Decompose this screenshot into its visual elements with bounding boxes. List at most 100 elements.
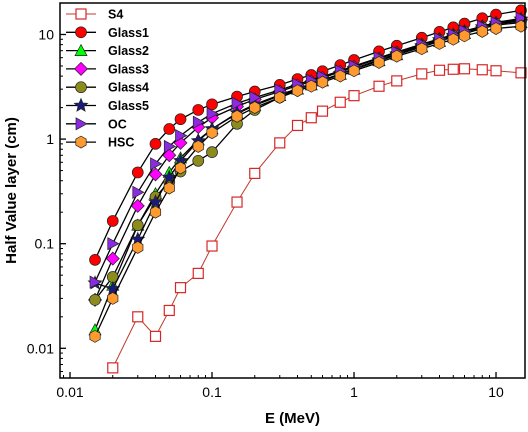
data-point-oc [163,139,177,154]
data-point-hsc [132,241,144,254]
data-point-glass4 [131,219,144,232]
data-point-hsc [174,161,187,175]
series-oc [89,11,528,289]
legend-item-glass4: Glass4 [66,81,149,95]
data-point-glass1 [131,166,144,179]
data-point-oc [206,107,219,121]
data-point-hsc [305,79,317,93]
series-layer [87,4,528,374]
data-point-s4 [291,119,304,132]
legend-marker-hsc [75,135,87,149]
data-point-oc [249,90,262,105]
y-axis: 0.01 0.1 1 10 [27,26,66,372]
series-line-glass1 [94,9,522,261]
x-tick-label: 0.01 [56,384,83,400]
data-point-s4 [231,196,243,208]
data-point-oc [231,96,244,110]
legend-label-glass4: Glass4 [108,81,149,95]
data-point-s4 [274,137,286,149]
data-point-oc [192,115,205,129]
data-point-glass1 [174,113,187,126]
data-point-oc [89,275,102,289]
data-point-s4 [174,282,187,294]
data-point-s4 [416,68,428,80]
data-point-s4 [490,65,502,77]
x-axis: 0.01 0.1 1 10 [56,372,504,400]
data-point-glass1 [192,104,205,116]
series-line-s4 [112,68,522,369]
data-point-s4 [107,362,119,374]
data-point-hsc [391,49,403,63]
legend: S4 Glass1 Glass2 Glass3 Glass4 Glass5 OC HSC [66,8,149,150]
data-point-s4 [433,64,446,76]
legend-item-glass5: Glass5 [66,97,149,113]
y-tick-label: 1 [46,131,54,147]
y-tick-label: 0.01 [27,340,54,356]
series-glass5 [87,11,528,296]
legend-label-s4: S4 [108,8,123,22]
data-point-s4 [249,167,261,179]
data-point-hsc [476,25,488,38]
data-point-glass1 [206,98,218,111]
legend-marker-glass4 [75,81,87,94]
legend-item-hsc: HSC [66,136,134,150]
series-s4 [107,63,527,374]
y-tick-label: 10 [38,26,54,42]
data-point-glass1 [163,123,176,135]
data-point-s4 [476,64,488,76]
legend-item-glass2: Glass2 [66,43,149,58]
data-point-oc [175,129,188,143]
data-point-s4 [149,330,162,342]
data-point-glass1 [89,254,101,266]
data-point-oc [107,237,120,251]
x-axis-label: E (MeV) [265,410,320,427]
data-point-hsc [89,329,101,343]
y-tick-label: 0.1 [35,236,55,252]
x-tick-label: 1 [350,384,358,400]
plot-frame [59,2,526,379]
data-point-s4 [316,105,329,117]
data-point-hsc [348,64,360,78]
legend-marker-glass1 [75,26,87,39]
data-point-s4 [163,304,175,317]
data-point-s4 [206,240,218,252]
data-point-glass4 [89,294,101,306]
data-point-glass4 [192,154,205,167]
data-point-s4 [334,96,346,108]
x-tick-label: 10 [488,384,504,400]
legend-label-hsc: HSC [108,136,134,150]
legend-label-glass2: Glass2 [108,44,149,58]
data-point-glass3 [105,251,120,266]
data-point-hsc [274,91,286,104]
data-point-hsc [249,101,261,115]
data-point-hsc [458,29,471,43]
series-hsc [89,19,527,343]
data-point-hsc [291,84,304,98]
data-point-hsc [373,56,385,69]
x-tick-label: 0.1 [202,384,222,400]
legend-label-oc: OC [108,117,127,131]
data-point-hsc [447,32,459,46]
data-point-hsc [231,109,243,123]
legend-label-glass3: Glass3 [108,62,149,76]
legend-item-oc: OC [66,117,127,131]
data-point-s4 [515,67,527,79]
data-point-s4 [348,90,360,102]
data-point-glass4 [206,146,218,159]
data-point-glass1 [149,138,162,150]
data-point-hsc [163,181,175,195]
data-point-s4 [373,80,385,92]
legend-label-glass5: Glass5 [108,99,149,113]
data-point-hsc [316,75,329,89]
data-point-oc [150,157,163,171]
data-point-hsc [334,69,346,83]
data-point-hsc [416,42,428,56]
data-point-s4 [192,267,204,279]
data-point-s4 [391,75,403,87]
series-glass1 [89,4,527,266]
data-point-hsc [433,37,446,50]
data-point-hsc [206,126,218,140]
data-point-glass3 [130,198,145,213]
data-point-glass3 [162,148,177,163]
